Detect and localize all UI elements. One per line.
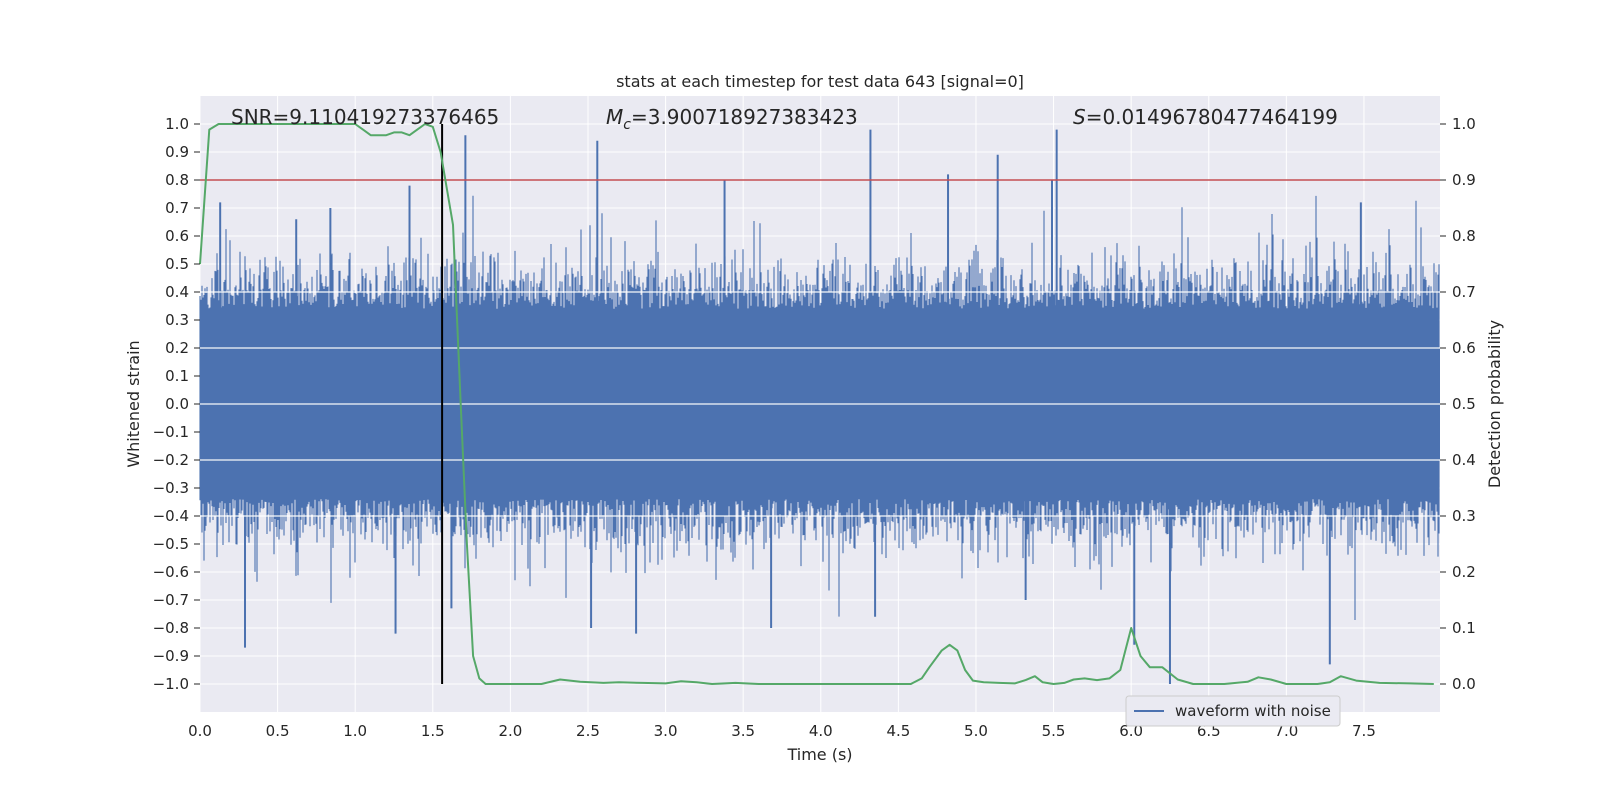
x-tick-label: 7.5: [1352, 722, 1376, 740]
y-right-tick-label: 0.8: [1452, 227, 1476, 245]
y-left-tick-label: 0.4: [165, 283, 189, 301]
x-tick-label: 0.0: [188, 722, 212, 740]
y-right-tick-label: 0.0: [1452, 675, 1476, 693]
snr-annotation: SNR=9.110419273376465: [231, 105, 499, 129]
y-left-tick-label: 0.1: [165, 367, 189, 385]
y-right-tick-label: 0.7: [1452, 283, 1476, 301]
y-left-tick-label: 0.5: [165, 255, 189, 273]
x-tick-label: 5.0: [964, 722, 988, 740]
y-left-tick-label: −0.5: [153, 535, 189, 553]
mc-value: =3.900718927383423: [631, 105, 858, 129]
x-tick-label: 3.5: [731, 722, 755, 740]
y-left-tick-label: −0.1: [153, 423, 189, 441]
y-left-tick-label: −0.2: [153, 451, 189, 469]
legend-box: [1125, 695, 1341, 727]
y-right-tick-label: 0.4: [1452, 451, 1476, 469]
y-left-tick-label: −0.8: [153, 619, 189, 637]
y-left-tick-label: 1.0: [165, 115, 189, 133]
y-axis-left: 1.0 0.9 0.8 0.7 0.6 0.5 0.4 0.3 0.2 0.1 0.0 −0.1 −0.…: [153, 115, 200, 693]
x-tick-label: 4.5: [886, 722, 910, 740]
y-left-tick-label: 0.0: [165, 395, 189, 413]
y-left-tick-label: 0.2: [165, 339, 189, 357]
probability-line: [199, 123, 1434, 685]
mc-symbol: M: [606, 105, 623, 129]
legend: waveform with noise: [1125, 695, 1341, 727]
y-axis-left-label: Whitened strain: [124, 340, 143, 467]
y-axis-right-label: Detection probability: [1485, 320, 1504, 488]
y-left-tick-label: 0.6: [165, 227, 189, 245]
y-left-tick-label: 0.8: [165, 171, 189, 189]
mc-annotation: Mc=3.900718927383423: [606, 105, 858, 133]
chart-title: stats at each timestep for test data 643…: [616, 72, 1024, 91]
x-axis-label: Time (s): [786, 745, 852, 764]
y-right-tick-label: 0.5: [1452, 395, 1476, 413]
y-left-tick-label: −0.6: [153, 563, 189, 581]
s-symbol: S: [1073, 105, 1086, 129]
y-right-tick-label: 0.9: [1452, 171, 1476, 189]
y-left-tick-label: −0.7: [153, 591, 189, 609]
y-left-tick-label: −1.0: [153, 675, 189, 693]
y-right-tick-label: 0.1: [1452, 619, 1476, 637]
x-tick-label: 2.5: [576, 722, 600, 740]
y-right-tick-label: 1.0: [1452, 115, 1476, 133]
y-right-tick-label: 0.3: [1452, 507, 1476, 525]
s-value: =0.01496780477464199: [1086, 105, 1338, 129]
y-left-tick-label: 0.7: [165, 199, 189, 217]
y-right-tick-label: 0.2: [1452, 563, 1476, 581]
overlays: [199, 123, 1440, 685]
y-left-tick-label: 0.9: [165, 143, 189, 161]
x-tick-label: 1.5: [421, 722, 445, 740]
y-left-tick-label: −0.9: [153, 647, 189, 665]
x-tick-label: 2.0: [498, 722, 522, 740]
y-left-tick-label: 0.3: [165, 311, 189, 329]
y-left-tick-label: −0.4: [153, 507, 189, 525]
s-annotation: S=0.01496780477464199: [1073, 105, 1338, 129]
x-tick-label: 5.5: [1042, 722, 1066, 740]
x-tick-label: 4.0: [809, 722, 833, 740]
y-right-tick-label: 0.6: [1452, 339, 1476, 357]
y-left-tick-label: −0.3: [153, 479, 189, 497]
mc-subscript: c: [623, 117, 631, 133]
y-axis-right: 1.0 0.9 0.8 0.7 0.6 0.5 0.4 0.3 0.2 0.1 0.0: [1440, 115, 1476, 693]
x-tick-label: 3.0: [654, 722, 678, 740]
legend-label: waveform with noise: [1175, 702, 1331, 720]
x-tick-label: 0.5: [266, 722, 290, 740]
x-tick-label: 1.0: [343, 722, 367, 740]
